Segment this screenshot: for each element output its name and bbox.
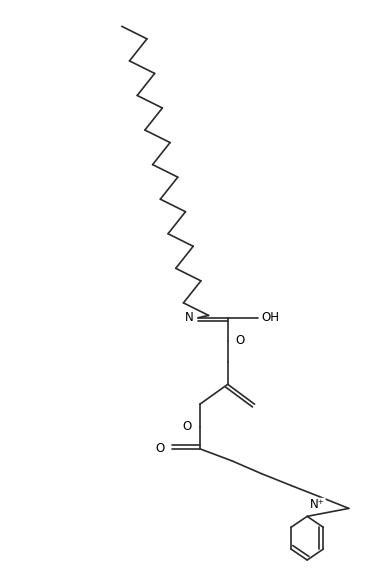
Text: OH: OH <box>262 311 280 324</box>
Text: O: O <box>183 420 192 433</box>
Text: N: N <box>185 311 194 324</box>
Text: N⁺: N⁺ <box>310 498 325 512</box>
Text: O: O <box>236 334 245 347</box>
Text: O: O <box>155 443 164 455</box>
